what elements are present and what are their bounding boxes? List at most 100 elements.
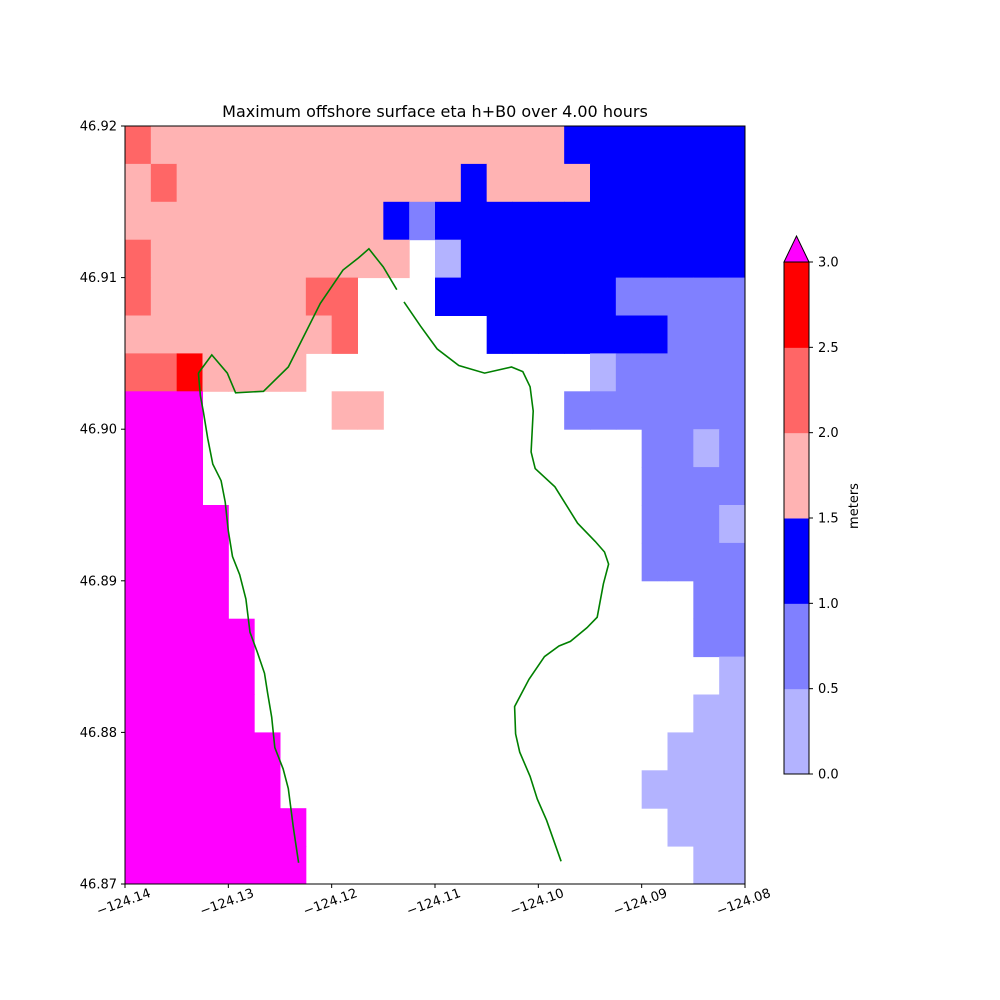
- heatmap-cell: [693, 126, 720, 165]
- colorbar-tick-label: 1.5: [818, 512, 839, 527]
- heatmap-cell: [667, 315, 694, 354]
- heatmap-cell: [615, 201, 643, 241]
- heatmap-cell: [719, 656, 746, 695]
- heatmap-cell: [435, 239, 462, 279]
- heatmap-cell: [202, 277, 229, 316]
- heatmap-cell: [719, 315, 746, 354]
- heatmap-cell: [615, 126, 643, 165]
- heatmap-cell: [125, 808, 152, 847]
- colorbar-band: [784, 688, 809, 775]
- heatmap-cell: [693, 808, 720, 847]
- heatmap-cell: [641, 315, 668, 354]
- heatmap-cell: [590, 126, 617, 165]
- heatmap-cell: [667, 353, 694, 392]
- heatmap-cell: [305, 163, 333, 203]
- heatmap-cell: [150, 391, 178, 430]
- heatmap-cell: [667, 542, 694, 582]
- heatmap-cell: [228, 618, 255, 658]
- colorbar-label: meters: [847, 483, 862, 529]
- heatmap-cell: [667, 239, 694, 279]
- heatmap-cell: [150, 163, 178, 203]
- heatmap-cell: [538, 163, 565, 203]
- heatmap-cell: [383, 239, 410, 279]
- heatmap-cell: [693, 580, 720, 620]
- heatmap-cell: [176, 580, 203, 620]
- heatmap-cell: [125, 201, 152, 241]
- heatmap-cell: [538, 126, 565, 165]
- heatmap-cell: [254, 163, 281, 203]
- heatmap-cell: [693, 467, 720, 506]
- heatmap-cell: [693, 429, 720, 468]
- heatmap-cell: [150, 353, 178, 392]
- heatmap-cell: [202, 770, 229, 809]
- heatmap-cell: [150, 846, 178, 885]
- heatmap-cell: [641, 277, 668, 316]
- x-tick-label: −124.12: [301, 886, 359, 919]
- heatmap-cell: [512, 239, 539, 279]
- heatmap-cell: [202, 201, 229, 241]
- heatmap-cell: [538, 277, 565, 316]
- x-tick-label: −124.09: [611, 886, 669, 919]
- heatmap-cell: [667, 467, 694, 506]
- heatmap-cell: [176, 618, 203, 658]
- heatmap-cell: [667, 126, 694, 165]
- coastline: [197, 247, 610, 863]
- heatmap-cell: [150, 580, 178, 620]
- heatmap-cell: [460, 239, 488, 279]
- heatmap-cell: [357, 126, 384, 165]
- heatmap-cell: [460, 126, 488, 165]
- heatmap-cell: [125, 656, 152, 695]
- heatmap-cell: [615, 277, 643, 316]
- heatmap-cell: [176, 808, 203, 847]
- heatmap-cell: [512, 163, 539, 203]
- heatmap-cell: [125, 618, 152, 658]
- heatmap-cell: [512, 315, 539, 354]
- heatmap-cell: [590, 163, 617, 203]
- heatmap-cell: [331, 201, 358, 241]
- y-tick-label: 46.87: [80, 878, 117, 893]
- heatmap-cell: [125, 391, 152, 430]
- heatmap-cell: [667, 770, 694, 809]
- heatmap-cell: [693, 542, 720, 582]
- heatmap-cell: [538, 201, 565, 241]
- heatmap-cell: [719, 391, 746, 430]
- x-tick-label: −124.10: [508, 886, 566, 919]
- heatmap-cell: [409, 163, 436, 203]
- heatmap-cell: [254, 846, 281, 885]
- heatmap-cell: [409, 126, 436, 165]
- heatmap-cell: [615, 163, 643, 203]
- x-tick-label: −124.11: [405, 886, 463, 919]
- heatmap-cell: [486, 315, 513, 354]
- heatmap-cell: [176, 467, 203, 506]
- heatmap-cell: [125, 505, 152, 544]
- heatmap-cell: [693, 163, 720, 203]
- heatmap-cell: [305, 239, 333, 279]
- heatmap-cell: [641, 353, 668, 392]
- heatmap-cell: [590, 353, 617, 392]
- heatmap-cell: [383, 126, 410, 165]
- heatmap-cell: [719, 201, 746, 241]
- heatmap-cell: [383, 163, 410, 203]
- colorbar-tick-label: 3.0: [818, 256, 839, 271]
- heatmap-cell: [150, 467, 178, 506]
- heatmap-cell: [254, 770, 281, 809]
- y-axis: 46.87 46.88 46.89 46.90 46.91 46.92: [80, 120, 125, 893]
- heatmap-cell: [331, 126, 358, 165]
- heatmap-cell: [280, 239, 307, 279]
- heatmap-cell: [564, 391, 591, 430]
- heatmap-cell: [202, 239, 229, 279]
- heatmap-cell: [254, 126, 281, 165]
- heatmap-cell: [202, 618, 229, 658]
- heatmap-cell: [202, 656, 229, 695]
- heatmap-cell: [641, 505, 668, 544]
- heatmap-cell: [125, 542, 152, 582]
- heatmap-cell: [176, 126, 203, 165]
- colorbar-tick-label: 0.5: [818, 682, 839, 697]
- heatmap-cell: [125, 467, 152, 506]
- heatmap-cell: [460, 163, 488, 203]
- heatmap-cell: [228, 315, 255, 354]
- heatmap-cell: [667, 163, 694, 203]
- heatmap-cell: [693, 770, 720, 809]
- heatmap-cell: [460, 277, 488, 316]
- heatmap-cell: [254, 353, 281, 392]
